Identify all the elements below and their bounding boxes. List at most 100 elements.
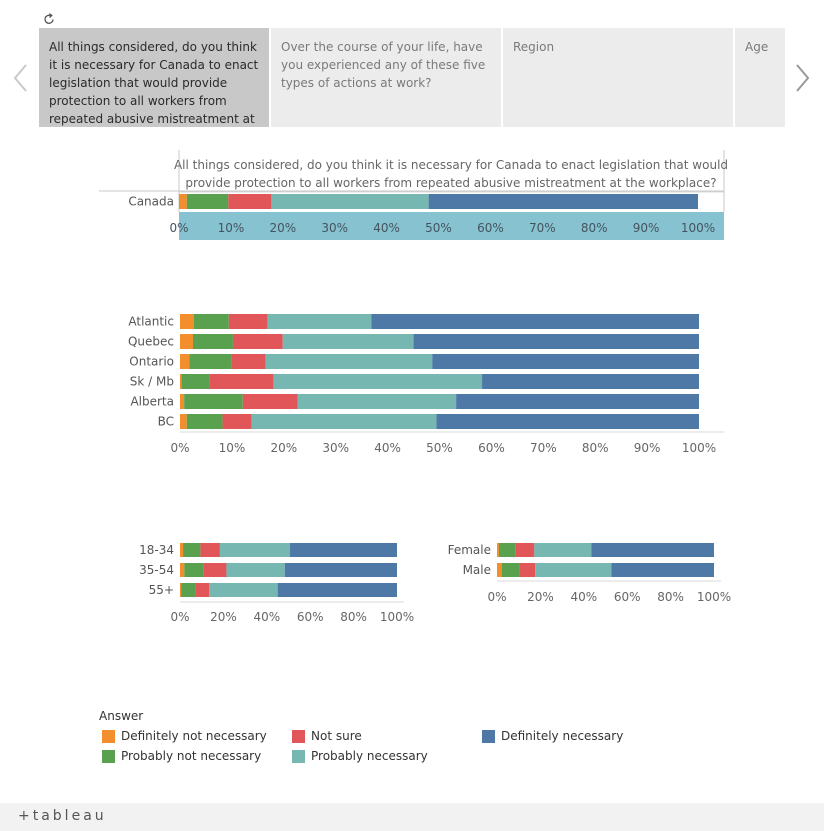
bar-35-54-definitely-not-necessary[interactable] (180, 563, 185, 577)
category-label-male: Male (463, 563, 491, 577)
tick-label-90: 90% (634, 441, 661, 455)
bar-atlantic-not-sure[interactable] (228, 314, 268, 329)
tick-label-100: 100% (380, 610, 414, 624)
bar-female-definitely-necessary[interactable] (591, 543, 714, 557)
tab-region[interactable]: Region (503, 28, 733, 127)
tab-experienced-actions[interactable]: Over the course of your life, have you e… (271, 28, 501, 127)
bar-sk-mb-not-sure[interactable] (209, 374, 274, 389)
bar-male-not-sure[interactable] (519, 563, 536, 577)
tab-legislation-necessity[interactable]: All things considered, do you think it i… (39, 28, 269, 127)
legend-title: Answer (99, 709, 144, 723)
gender-chart: Female Male 0% 20% 40% 60% 80% 100% (448, 543, 731, 604)
bar-ontario-definitely-necessary[interactable] (432, 354, 699, 369)
category-label-35-54: 35-54 (139, 563, 174, 577)
tick-label-0: 0% (170, 441, 189, 455)
bar-ontario-definitely-not-necessary[interactable] (180, 354, 190, 369)
bar-quebec-probably-necessary[interactable] (282, 334, 414, 349)
category-label-55: 55+ (149, 583, 174, 597)
bar-canada-not-sure[interactable] (228, 194, 272, 209)
bar-55-probably-not-necessary[interactable] (181, 583, 196, 597)
legend-swatch (102, 750, 115, 763)
tick-label-10: 10% (218, 221, 245, 235)
age-chart: 18-34 35-54 55+ 0% 20% 40% 60% 80% 100% (139, 543, 414, 624)
bar-canada-definitely-necessary[interactable] (428, 194, 698, 209)
bar-18-34-definitely-not-necessary[interactable] (180, 543, 184, 557)
bar-canada-probably-necessary[interactable] (271, 194, 429, 209)
tick-label-80: 80% (340, 610, 367, 624)
bar-male-probably-not-necessary[interactable] (501, 563, 520, 577)
bar-canada-probably-not-necessary[interactable] (186, 194, 229, 209)
bar-35-54-not-sure[interactable] (203, 563, 227, 577)
bar-atlantic-probably-necessary[interactable] (267, 314, 372, 329)
chevron-right-icon[interactable] (794, 62, 812, 94)
bar-alberta-not-sure[interactable] (242, 394, 298, 409)
bar-quebec-not-sure[interactable] (232, 334, 283, 349)
bar-alberta-probably-necessary[interactable] (297, 394, 457, 409)
tick-label-20: 20% (269, 221, 296, 235)
tableau-logo[interactable]: +tableau (18, 808, 107, 824)
bar-ontario-probably-necessary[interactable] (265, 354, 433, 369)
bar-55-probably-necessary[interactable] (209, 583, 278, 597)
bar-55-definitely-not-necessary[interactable] (180, 583, 182, 597)
footer: +tableau (0, 803, 824, 831)
bar-bc-definitely-necessary[interactable] (436, 414, 699, 429)
bar-35-54-probably-not-necessary[interactable] (184, 563, 204, 577)
bar-quebec-definitely-necessary[interactable] (413, 334, 699, 349)
canada-chart-title-line-1: All things considered, do you think it i… (174, 158, 728, 172)
bar-bc-not-sure[interactable] (222, 414, 252, 429)
tick-label-60: 60% (297, 610, 324, 624)
tick-label-10: 10% (219, 441, 246, 455)
bar-55-definitely-necessary[interactable] (277, 583, 397, 597)
tick-label-40: 40% (373, 221, 400, 235)
revert-icon[interactable] (41, 11, 57, 27)
bar-sk-mb-probably-necessary[interactable] (273, 374, 483, 389)
bar-sk-mb-probably-not-necessary[interactable] (181, 374, 210, 389)
bar-male-probably-necessary[interactable] (535, 563, 612, 577)
tick-label-0: 0% (487, 590, 506, 604)
tab-age[interactable]: Age (735, 28, 785, 127)
bar-sk-mb-definitely-not-necessary[interactable] (180, 374, 182, 389)
category-label-alberta: Alberta (130, 395, 174, 409)
story-tabs: All things considered, do you think it i… (39, 28, 785, 127)
tick-label-80: 80% (581, 221, 608, 235)
bar-bc-probably-necessary[interactable] (251, 414, 437, 429)
bar-35-54-definitely-necessary[interactable] (284, 563, 397, 577)
bar-35-54-probably-necessary[interactable] (226, 563, 285, 577)
bar-female-probably-not-necessary[interactable] (498, 543, 516, 557)
bar-alberta-definitely-necessary[interactable] (456, 394, 699, 409)
bar-quebec-definitely-not-necessary[interactable] (180, 334, 193, 349)
bar-canada-definitely-not-necessary[interactable] (179, 194, 187, 209)
bar-alberta-probably-not-necessary[interactable] (184, 394, 243, 409)
bar-female-probably-necessary[interactable] (534, 543, 592, 557)
tick-label-0: 0% (170, 610, 189, 624)
chevron-left-icon[interactable] (11, 62, 29, 94)
legend-swatch (482, 730, 495, 743)
tick-label-20: 20% (527, 590, 554, 604)
bar-atlantic-definitely-necessary[interactable] (371, 314, 699, 329)
bar-quebec-probably-not-necessary[interactable] (192, 334, 233, 349)
bar-18-34-definitely-necessary[interactable] (290, 543, 397, 557)
bar-ontario-not-sure[interactable] (231, 354, 266, 369)
category-label-bc: BC (158, 415, 174, 429)
bar-ontario-probably-not-necessary[interactable] (189, 354, 232, 369)
legend-swatch (292, 750, 305, 763)
category-label-female: Female (448, 543, 491, 557)
bar-bc-probably-not-necessary[interactable] (186, 414, 223, 429)
bar-18-34-probably-not-necessary[interactable] (183, 543, 201, 557)
tick-label-50: 50% (425, 221, 452, 235)
bar-female-definitely-not-necessary[interactable] (497, 543, 499, 557)
bar-male-definitely-not-necessary[interactable] (497, 563, 502, 577)
bar-18-34-probably-necessary[interactable] (219, 543, 291, 557)
bar-female-not-sure[interactable] (515, 543, 535, 557)
category-label-ontario: Ontario (129, 355, 174, 369)
tick-label-40: 40% (570, 590, 597, 604)
bar-male-definitely-necessary[interactable] (611, 563, 714, 577)
bar-atlantic-probably-not-necessary[interactable] (194, 314, 229, 329)
bar-alberta-definitely-not-necessary[interactable] (180, 394, 185, 409)
bar-55-not-sure[interactable] (195, 583, 210, 597)
bar-sk-mb-definitely-necessary[interactable] (482, 374, 699, 389)
tick-label-40: 40% (253, 610, 280, 624)
bar-bc-definitely-not-necessary[interactable] (180, 414, 187, 429)
bar-atlantic-definitely-not-necessary[interactable] (180, 314, 195, 329)
bar-18-34-not-sure[interactable] (200, 543, 220, 557)
